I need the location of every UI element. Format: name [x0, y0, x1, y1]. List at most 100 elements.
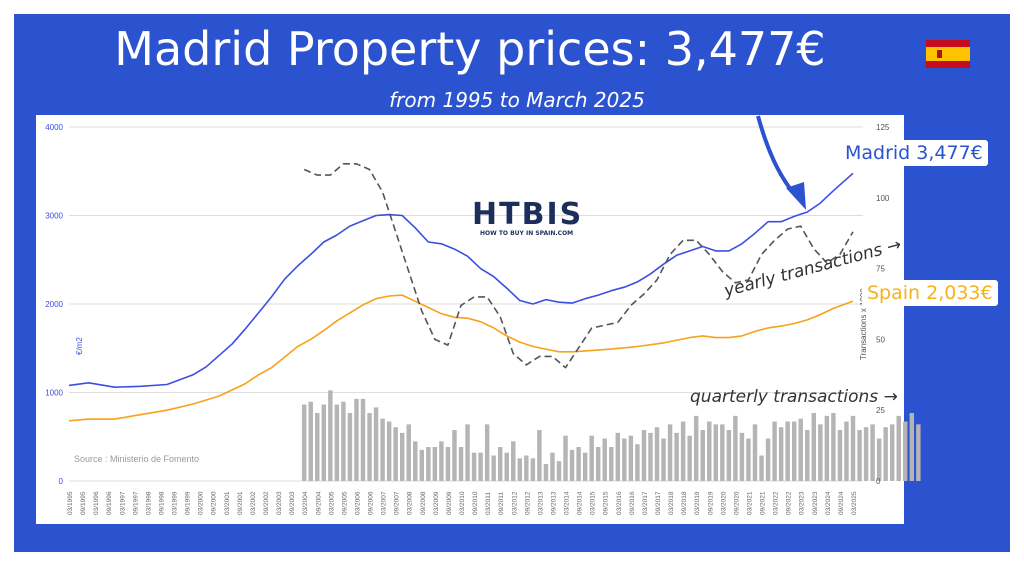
quarterly-bar — [883, 427, 888, 481]
quarterly-bar — [484, 424, 490, 481]
x-tick-label: 09/2015 — [603, 491, 610, 515]
quarterly-bar — [752, 424, 758, 481]
quarterly-bar — [556, 461, 562, 481]
quarterly-bar — [595, 447, 601, 481]
quarterly-bar — [301, 404, 307, 481]
quarterly-bar — [530, 458, 536, 481]
chart-lines — [68, 163, 854, 422]
x-tick-label: 03/2007 — [381, 491, 388, 515]
quarterly-bar — [700, 430, 705, 481]
x-tick-label: 03/1998 — [145, 491, 152, 515]
quarterly-bar — [432, 447, 438, 481]
x-tick-label: 03/2016 — [616, 491, 623, 515]
spain-flag-icon — [926, 40, 970, 68]
quarterly-bar — [635, 444, 640, 481]
x-tick-label: 03/2022 — [773, 491, 780, 515]
quarterly-bar — [628, 435, 634, 481]
logo-tagline: HOW TO BUY IN SPAIN.COM — [480, 230, 573, 237]
quarterly-bar — [399, 432, 405, 481]
y-left-unit: €/m2 — [75, 337, 84, 355]
quarterly-bar — [707, 421, 712, 481]
quarterly-bar — [341, 401, 346, 481]
x-tick-label: 03/2002 — [250, 491, 257, 515]
x-tick-label: 03/2001 — [224, 491, 231, 515]
quarterly-bar — [693, 415, 699, 481]
x-tick-label: 03/2008 — [407, 491, 414, 515]
quarterly-bar — [354, 398, 359, 481]
x-tick-label: 09/2024 — [838, 491, 845, 515]
quarterly-bar — [582, 452, 588, 481]
logo-name: HTBIS — [472, 197, 583, 232]
page-subtitle: from 1995 to March 2025 — [389, 88, 645, 112]
quarterly-bar — [870, 424, 875, 481]
x-tick-label: 03/2010 — [459, 491, 466, 515]
x-tick-label: 09/2002 — [263, 491, 270, 515]
quarterly-bar — [615, 432, 621, 481]
x-tick-label: 09/1998 — [158, 491, 165, 515]
x-tick-label: 03/2000 — [198, 491, 205, 515]
x-tick-label: 03/2023 — [799, 491, 806, 515]
quarterly-bar — [863, 427, 869, 481]
quarterly-bar — [746, 438, 751, 481]
x-tick-label: 03/2006 — [354, 491, 361, 515]
x-tick-label: 09/1995 — [80, 491, 87, 515]
quarterly-bar — [654, 427, 660, 481]
quarterly-bar — [471, 452, 477, 481]
quarterly-bar — [896, 415, 901, 481]
x-tick-label: 09/2017 — [655, 491, 662, 515]
quarterly-bar — [439, 441, 444, 481]
quarterly-bar — [563, 435, 568, 481]
quarterly-bar — [380, 418, 385, 481]
x-tick-label: 03/2025 — [851, 491, 858, 515]
quarterly-bar — [609, 447, 614, 481]
quarterly-bar — [876, 438, 882, 481]
quarterly-bar — [386, 421, 392, 481]
y-right-unit: Transactions x 1000 — [859, 288, 868, 360]
quarterly-bar — [648, 432, 653, 481]
spain-line — [68, 294, 854, 422]
quarterly-bar — [511, 441, 516, 481]
quarterly-bar — [818, 424, 823, 481]
x-tick-label: 09/2001 — [237, 491, 244, 515]
x-tick-label: 03/2003 — [276, 491, 283, 515]
quarterly-bar — [687, 435, 692, 481]
arrow-head-icon — [786, 182, 806, 210]
quarterly-bar — [517, 458, 523, 481]
x-tick-label: 09/2020 — [733, 491, 740, 515]
x-tick-label: 09/2014 — [577, 491, 584, 515]
madrid-line — [68, 172, 854, 389]
y-left-tick-label: 4000 — [45, 123, 63, 132]
y-right-tick-label: 125 — [876, 123, 890, 132]
x-tick-label: 09/2022 — [786, 491, 793, 515]
quarterly-bar — [537, 430, 542, 481]
quarterly-bar — [857, 430, 862, 481]
y-right-tick-label: 75 — [876, 265, 885, 274]
y-right-tick-label: 0 — [876, 477, 881, 486]
quarterly-bar — [589, 435, 594, 481]
quarterly-bar — [772, 421, 777, 481]
x-tick-label: 09/2000 — [211, 491, 218, 515]
quarterly-bar — [798, 418, 803, 481]
y-left-tick-label: 2000 — [45, 300, 63, 309]
x-tick-label: 09/2018 — [681, 491, 688, 515]
x-tick-label: 09/2011 — [498, 492, 505, 515]
quarterly-bar — [759, 455, 764, 481]
x-tick-label: 03/1996 — [93, 491, 100, 515]
x-tick-label: 03/2021 — [746, 491, 753, 515]
x-tick-label: 09/2007 — [394, 491, 401, 515]
quarterly-bar — [458, 447, 464, 481]
quarterly-bar — [413, 441, 418, 481]
x-tick-label: 09/2003 — [289, 491, 296, 515]
quarterly-bar — [726, 430, 732, 481]
quarterly-bar — [720, 424, 725, 481]
y-left-tick-label: 3000 — [45, 212, 63, 221]
quarterly-bar — [680, 421, 686, 481]
quarterly-bar — [622, 438, 627, 481]
quarterly-bar — [491, 455, 496, 481]
quarterly-bar — [360, 398, 366, 481]
quarterly-bar — [497, 447, 503, 481]
quarterly-bar — [765, 438, 771, 481]
y-right-tick-label: 25 — [876, 406, 885, 415]
quarterly-bar — [916, 424, 921, 481]
quarterly-bars — [301, 390, 921, 481]
